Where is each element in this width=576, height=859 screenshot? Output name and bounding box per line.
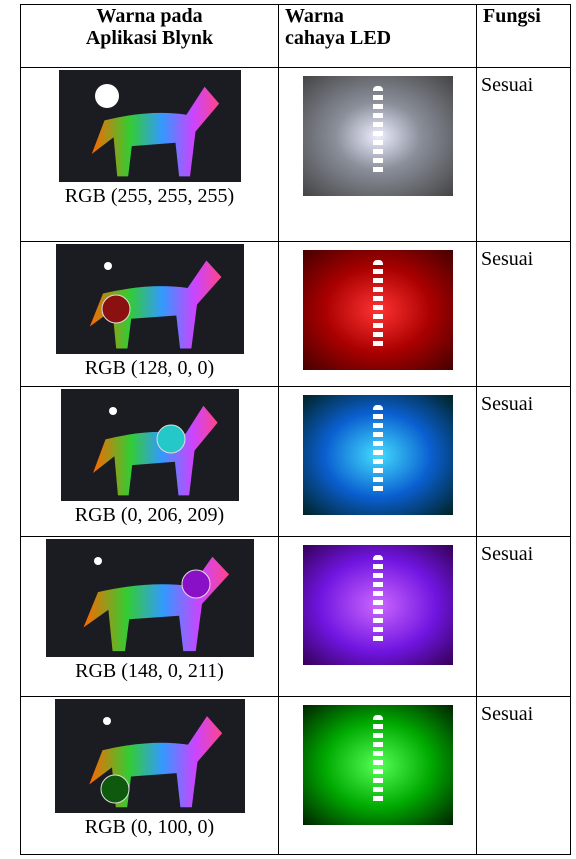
header-text: Warna pada: [96, 5, 202, 27]
led-cell: [279, 68, 477, 242]
app-cell: RGB (0, 206, 209): [21, 387, 279, 537]
led-cell: [279, 537, 477, 697]
table-row: RGB (128, 0, 0) Sesuai: [21, 242, 571, 387]
app-screenshot: [59, 70, 241, 182]
led-photo: [303, 545, 453, 665]
rgb-caption: RGB (0, 206, 209): [21, 503, 278, 527]
page: {"table": { "header": [["Warna pada", "A…: [0, 0, 576, 859]
app-cell: RGB (0, 100, 0): [21, 697, 279, 855]
led-strip: [373, 260, 383, 350]
app-screenshot: [56, 244, 244, 354]
header-cell: Fungsi: [477, 5, 571, 68]
table-row: RGB (255, 255, 255) Sesuai: [21, 68, 571, 242]
rgb-caption: RGB (128, 0, 0): [21, 356, 278, 380]
led-photo: [303, 250, 453, 370]
header-text: cahaya LED: [285, 27, 391, 49]
function-cell: Sesuai: [477, 68, 571, 242]
led-strip: [373, 555, 383, 645]
led-cell: [279, 387, 477, 537]
header-text: Warna: [285, 5, 344, 27]
app-screenshot: [46, 539, 254, 657]
function-cell: Sesuai: [477, 242, 571, 387]
app-cell: RGB (148, 0, 211): [21, 537, 279, 697]
rgb-caption: RGB (148, 0, 211): [21, 659, 278, 683]
rgb-caption: RGB (255, 255, 255): [65, 184, 235, 208]
table-row: RGB (0, 206, 209) Sesuai: [21, 387, 571, 537]
app-screenshot: [55, 699, 245, 813]
app-cell: RGB (255, 255, 255): [21, 68, 279, 242]
app-cell: RGB (128, 0, 0): [21, 242, 279, 387]
function-cell: Sesuai: [477, 387, 571, 537]
rgb-caption: RGB (0, 100, 0): [21, 815, 278, 839]
led-strip: [373, 86, 383, 176]
app-screenshot: [61, 389, 239, 501]
header-text: Fungsi: [483, 5, 541, 27]
led-photo: [303, 76, 453, 196]
table-row: RGB (148, 0, 211) Sesuai: [21, 537, 571, 697]
function-cell: Sesuai: [477, 697, 571, 855]
led-strip: [373, 715, 383, 805]
led-photo: [303, 395, 453, 515]
function-cell: Sesuai: [477, 537, 571, 697]
header-text: Aplikasi Blynk: [86, 27, 213, 49]
led-strip: [373, 405, 383, 495]
table-row: RGB (0, 100, 0) Sesuai: [21, 697, 571, 855]
led-cell: [279, 242, 477, 387]
led-cell: [279, 697, 477, 855]
led-photo: [303, 705, 453, 825]
